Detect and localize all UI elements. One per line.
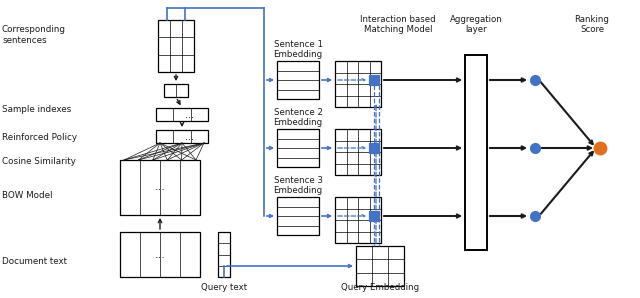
Bar <box>277 61 319 99</box>
Text: ...: ... <box>186 131 195 142</box>
Bar <box>164 84 188 97</box>
Text: BOW Model: BOW Model <box>2 190 52 199</box>
Bar <box>218 232 230 277</box>
Text: Sample indexes: Sample indexes <box>2 105 71 114</box>
Text: Sentence 3
Embedding: Sentence 3 Embedding <box>273 176 323 195</box>
Text: ...: ... <box>155 182 165 193</box>
Bar <box>156 108 208 121</box>
Bar <box>369 211 379 221</box>
Text: Cosine Similarity: Cosine Similarity <box>2 158 76 167</box>
Bar <box>335 61 381 107</box>
Text: Corresponding
sentences: Corresponding sentences <box>2 25 66 45</box>
Bar <box>465 55 487 250</box>
Bar <box>356 246 404 286</box>
Text: Interaction based
Matching Model: Interaction based Matching Model <box>360 15 436 34</box>
Bar <box>277 129 319 167</box>
Bar <box>335 197 381 243</box>
Text: Sentence 2
Embedding: Sentence 2 Embedding <box>273 108 323 127</box>
Text: Document text: Document text <box>2 257 67 266</box>
Bar <box>120 160 200 215</box>
Text: Query Embedding: Query Embedding <box>341 283 419 292</box>
Bar <box>158 20 194 72</box>
Text: ...: ... <box>155 249 165 260</box>
Bar <box>335 129 381 175</box>
Text: Sentence 1
Embedding: Sentence 1 Embedding <box>273 40 323 59</box>
Bar <box>120 232 200 277</box>
Bar <box>156 130 208 143</box>
Text: Query text: Query text <box>201 283 247 292</box>
Text: ...: ... <box>186 109 195 119</box>
Bar <box>369 75 379 85</box>
Bar <box>277 197 319 235</box>
Text: Reinforced Policy: Reinforced Policy <box>2 134 77 142</box>
Text: Ranking
Score: Ranking Score <box>575 15 609 34</box>
Bar <box>369 143 379 153</box>
Text: Aggregation
layer: Aggregation layer <box>450 15 502 34</box>
